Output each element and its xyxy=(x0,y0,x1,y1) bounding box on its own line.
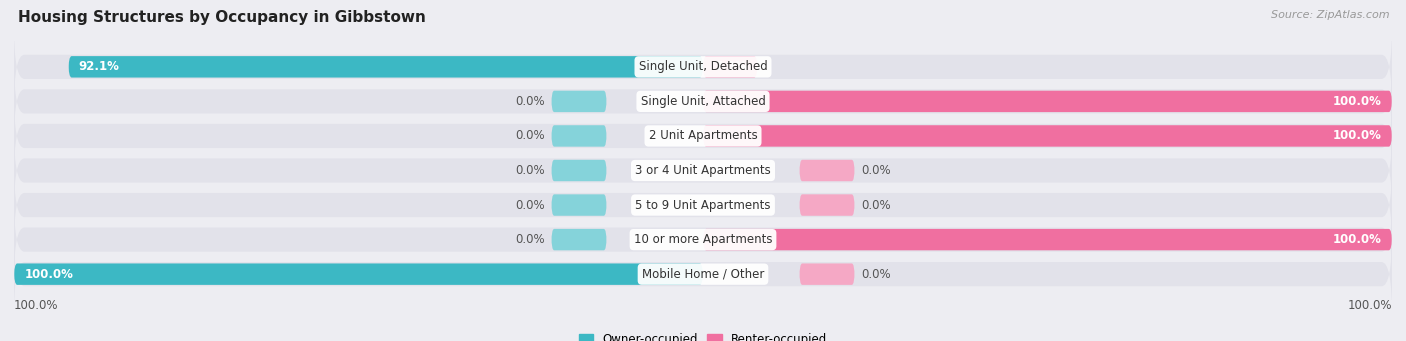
Text: Single Unit, Detached: Single Unit, Detached xyxy=(638,60,768,73)
Text: 0.0%: 0.0% xyxy=(862,198,891,211)
Text: 0.0%: 0.0% xyxy=(862,164,891,177)
FancyBboxPatch shape xyxy=(14,96,1392,176)
FancyBboxPatch shape xyxy=(69,56,703,77)
FancyBboxPatch shape xyxy=(703,125,1392,147)
Text: 2 Unit Apartments: 2 Unit Apartments xyxy=(648,130,758,143)
Text: 0.0%: 0.0% xyxy=(515,130,544,143)
Text: 100.0%: 100.0% xyxy=(14,299,59,312)
FancyBboxPatch shape xyxy=(14,131,1392,210)
Text: 92.1%: 92.1% xyxy=(79,60,120,73)
Text: 10 or more Apartments: 10 or more Apartments xyxy=(634,233,772,246)
Text: 0.0%: 0.0% xyxy=(515,198,544,211)
FancyBboxPatch shape xyxy=(551,160,606,181)
FancyBboxPatch shape xyxy=(703,91,1392,112)
Text: 100.0%: 100.0% xyxy=(24,268,73,281)
FancyBboxPatch shape xyxy=(703,56,758,77)
Text: 100.0%: 100.0% xyxy=(1347,299,1392,312)
FancyBboxPatch shape xyxy=(551,194,606,216)
FancyBboxPatch shape xyxy=(800,264,855,285)
FancyBboxPatch shape xyxy=(703,229,1392,250)
Text: Mobile Home / Other: Mobile Home / Other xyxy=(641,268,765,281)
Text: 7.9%: 7.9% xyxy=(714,60,747,73)
FancyBboxPatch shape xyxy=(14,165,1392,245)
Text: Housing Structures by Occupancy in Gibbstown: Housing Structures by Occupancy in Gibbs… xyxy=(18,10,426,25)
Text: 0.0%: 0.0% xyxy=(515,95,544,108)
FancyBboxPatch shape xyxy=(551,91,606,112)
Text: 0.0%: 0.0% xyxy=(862,268,891,281)
FancyBboxPatch shape xyxy=(14,264,703,285)
Text: 3 or 4 Unit Apartments: 3 or 4 Unit Apartments xyxy=(636,164,770,177)
Legend: Owner-occupied, Renter-occupied: Owner-occupied, Renter-occupied xyxy=(574,329,832,341)
Text: 0.0%: 0.0% xyxy=(515,164,544,177)
FancyBboxPatch shape xyxy=(14,27,1392,107)
FancyBboxPatch shape xyxy=(551,229,606,250)
Text: 5 to 9 Unit Apartments: 5 to 9 Unit Apartments xyxy=(636,198,770,211)
Text: Single Unit, Attached: Single Unit, Attached xyxy=(641,95,765,108)
Text: 100.0%: 100.0% xyxy=(1333,130,1382,143)
FancyBboxPatch shape xyxy=(800,160,855,181)
Text: 100.0%: 100.0% xyxy=(1333,95,1382,108)
FancyBboxPatch shape xyxy=(14,234,1392,314)
FancyBboxPatch shape xyxy=(551,125,606,147)
Text: 0.0%: 0.0% xyxy=(515,233,544,246)
Text: Source: ZipAtlas.com: Source: ZipAtlas.com xyxy=(1271,10,1389,20)
FancyBboxPatch shape xyxy=(14,200,1392,279)
Text: 100.0%: 100.0% xyxy=(1333,233,1382,246)
FancyBboxPatch shape xyxy=(14,62,1392,141)
FancyBboxPatch shape xyxy=(800,194,855,216)
